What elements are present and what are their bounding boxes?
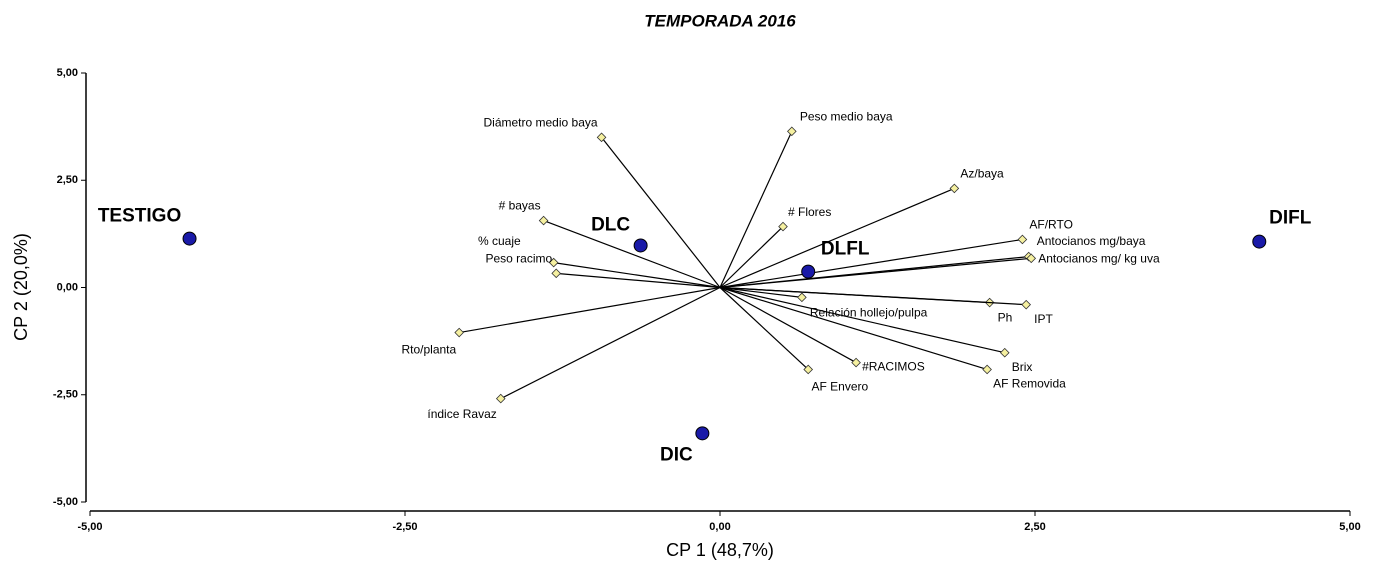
vector xyxy=(719,286,1005,354)
vector-tip xyxy=(1017,234,1028,245)
point-label: DLC xyxy=(591,214,630,235)
y-tick-label: 0,00 xyxy=(57,281,78,293)
vector-label: Peso racimo xyxy=(485,252,552,266)
vector-label: # bayas xyxy=(499,199,541,213)
vector-label: Peso medio baya xyxy=(800,110,893,124)
vector-tip xyxy=(949,183,960,194)
vector xyxy=(719,238,1023,289)
chart-title: TEMPORADA 2016 xyxy=(644,11,796,30)
x-tick-label: 2,50 xyxy=(1024,521,1045,533)
vector-tip xyxy=(797,292,807,303)
vector xyxy=(553,262,721,289)
vector-label: AF Envero xyxy=(811,380,868,394)
vector-tip xyxy=(454,327,464,338)
vector-label: IPT xyxy=(1034,312,1053,326)
vector-label: Relación hollejo/pulpa xyxy=(810,306,928,320)
vector-tip xyxy=(999,347,1010,358)
point-label: DLFL xyxy=(821,239,870,260)
vector-tip xyxy=(495,393,506,404)
vector-tip xyxy=(1026,253,1037,264)
point xyxy=(801,264,816,279)
vector-label: Antocianos mg/ kg uva xyxy=(1038,251,1160,265)
vector xyxy=(500,286,721,400)
vector-label: AF/RTO xyxy=(1029,218,1073,232)
y-tick-label: -2,50 xyxy=(53,389,78,401)
vector-tip xyxy=(1021,299,1031,310)
point xyxy=(1252,234,1267,249)
vector-tip xyxy=(548,257,559,268)
vector-label: Brix xyxy=(1012,360,1033,374)
vector xyxy=(601,136,721,288)
point-label: DIFL xyxy=(1269,208,1312,229)
vector xyxy=(719,286,1027,306)
vector xyxy=(719,226,784,288)
y-tick-label: -5,00 xyxy=(53,496,78,508)
point xyxy=(182,231,197,246)
vector-tip xyxy=(778,221,788,232)
y-tick-label: 2,50 xyxy=(57,174,78,186)
point-label: TESTIGO xyxy=(98,206,181,227)
x-tick-label: 0,00 xyxy=(709,521,730,533)
vector-tip xyxy=(803,364,814,375)
vector xyxy=(543,220,721,289)
vector xyxy=(719,257,1032,289)
vector-tip xyxy=(596,132,607,143)
vector xyxy=(719,131,793,288)
vector-label: Ph xyxy=(998,311,1013,325)
vector-label: Az/baya xyxy=(960,167,1004,181)
y-axis-label: CP 2 (20,0%) xyxy=(11,233,31,341)
vector xyxy=(719,286,857,364)
x-tick-label: -5,00 xyxy=(77,521,102,533)
y-tick-label: 5,00 xyxy=(57,67,78,79)
vector xyxy=(719,187,955,289)
vector xyxy=(719,286,988,371)
vector-tip xyxy=(538,215,549,226)
vector-tip xyxy=(982,364,992,375)
point xyxy=(695,426,710,441)
vector-tip xyxy=(551,268,562,279)
vector-label: AF Removida xyxy=(993,377,1066,391)
point xyxy=(633,238,648,253)
vector xyxy=(556,272,721,289)
vector-tip xyxy=(787,126,797,137)
vector xyxy=(719,286,802,298)
vector-label: índice Ravaz xyxy=(427,407,496,421)
x-tick-label: 5,00 xyxy=(1339,521,1360,533)
vector-label: Diámetro medio baya xyxy=(483,116,597,130)
vector-label: Rto/planta xyxy=(401,343,456,357)
vector-tip xyxy=(851,357,861,368)
vector-label: % cuaje xyxy=(478,234,521,248)
point-label: DIC xyxy=(660,444,693,465)
vector xyxy=(459,286,721,334)
x-axis-label: CP 1 (48,7%) xyxy=(666,540,774,560)
vector-label: #RACIMOS xyxy=(862,360,925,374)
vector-label: Antocianos mg/baya xyxy=(1037,234,1146,248)
vector xyxy=(719,287,809,370)
vector-label: # Flores xyxy=(788,205,831,219)
x-tick-label: -2,50 xyxy=(392,521,417,533)
